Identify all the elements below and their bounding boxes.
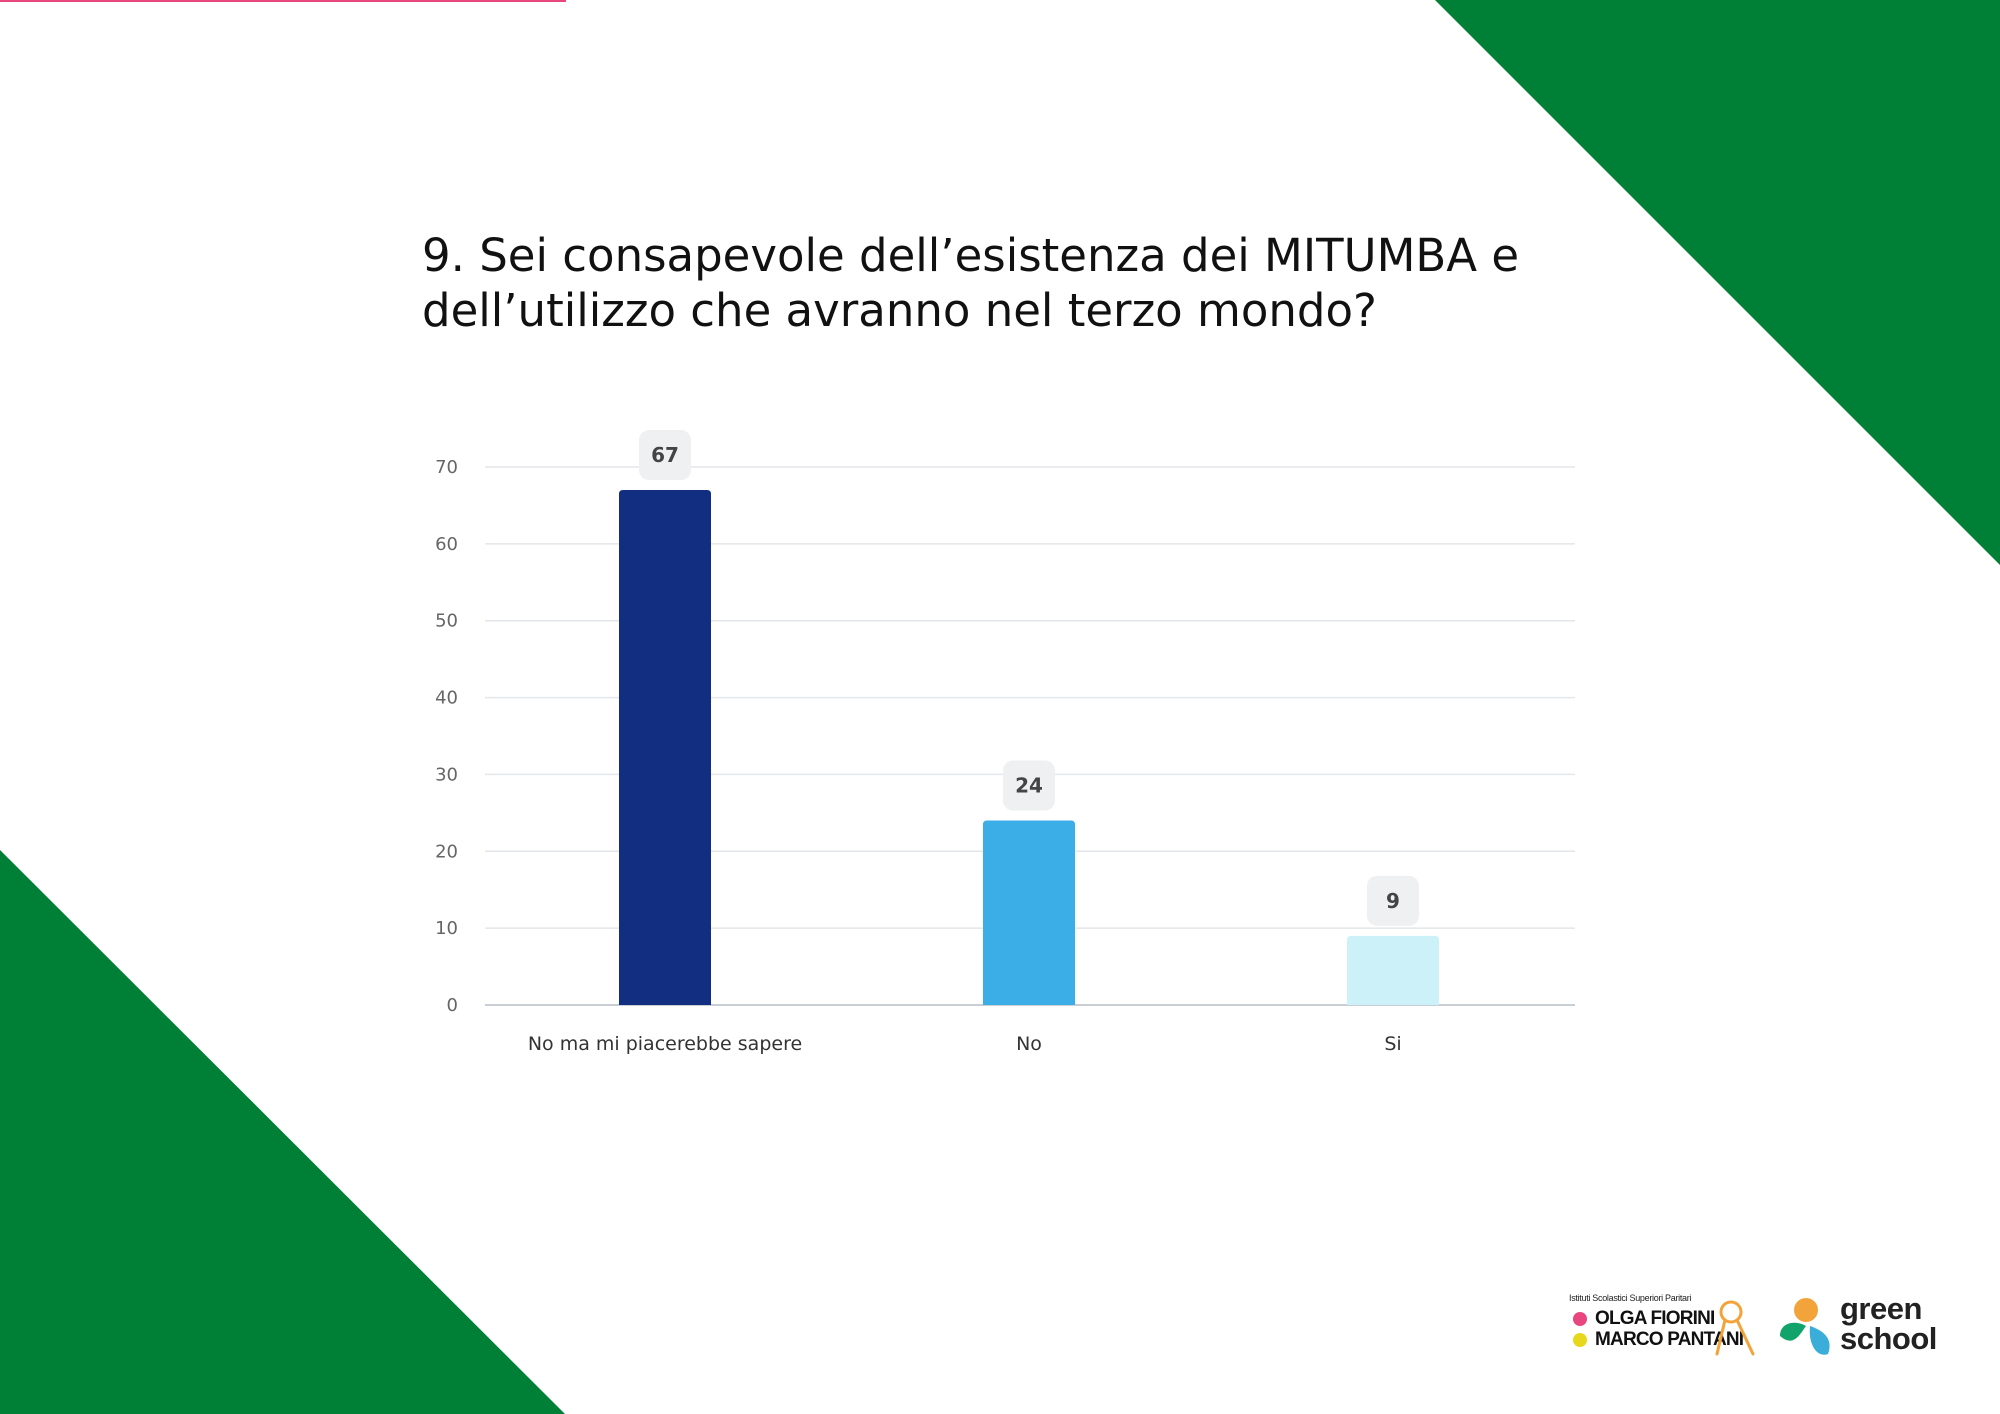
school-logo-subtitle: Istituti Scolastici Superiori Paritari [1569,1293,1692,1303]
slide-title-line-2: dell’utilizzo che avranno nel terzo mond… [422,284,1377,337]
school-logo: Istituti Scolastici Superiori Paritari O… [1565,1290,1765,1370]
bar [983,820,1075,1005]
corner-triangle-bottom-left [0,850,565,1414]
accent-line [0,0,566,2]
bar [619,490,711,1005]
y-tick-label: 20 [435,841,458,862]
leaf-sun-icon [1780,1298,1830,1355]
bar [1347,935,1439,1005]
x-category-label: No [1016,1033,1042,1055]
y-tick-label: 0 [447,995,458,1016]
school-logo-line-1: OLGA FIORINI [1595,1308,1715,1329]
slide-title: 9. Sei consapevole dell’esistenza dei MI… [422,228,1622,338]
corner-triangle-bottom-left-shape [0,850,565,1414]
y-tick-label: 30 [435,764,458,785]
y-tick-label: 10 [435,918,458,939]
data-label: 9 [1386,889,1400,913]
corner-triangle-top-right-shape [1435,0,2000,565]
corner-triangle-top-right [1435,0,2000,565]
school-logo-dot-pink [1573,1312,1587,1326]
data-label-badge [639,430,691,481]
slide-title-line-1: 9. Sei consapevole dell’esistenza dei MI… [422,229,1520,282]
green-school-line-2: school [1840,1321,1937,1356]
footer-logos: Istituti Scolastici Superiori Paritari O… [1565,1290,1965,1370]
ribbon-icon [1715,1300,1755,1356]
data-label-badge [1367,875,1419,926]
green-school-line-1: green [1840,1291,1922,1326]
y-tick-label: 70 [435,457,458,478]
y-tick-label: 40 [435,688,458,709]
green-school-logo: green school [1778,1290,1958,1370]
y-tick-label: 60 [435,534,458,555]
x-category-label: No ma mi piacerebbe sapere [528,1033,802,1055]
data-label-badge [1003,760,1055,811]
data-label: 24 [1015,774,1043,798]
y-tick-label: 50 [435,611,458,632]
x-category-label: Si [1384,1033,1401,1055]
school-logo-dot-yellow [1573,1333,1587,1347]
data-label: 67 [651,443,679,467]
school-logo-line-2: MARCO PANTANI [1595,1329,1744,1350]
